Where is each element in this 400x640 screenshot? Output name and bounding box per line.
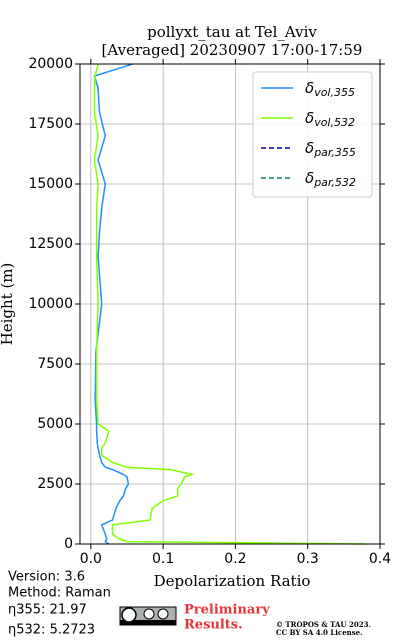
x-tick-label: 0.3 <box>297 551 319 567</box>
annotation: © TROPOS & TAU 2023. <box>276 620 371 629</box>
x-tick-label: 0.2 <box>224 551 246 567</box>
plot-frame <box>79 63 381 545</box>
profile-line <box>93 63 366 545</box>
legend-label: δvol,532 <box>305 109 355 130</box>
y-tick-label: 10000 <box>28 296 73 312</box>
y-tick-label: 15000 <box>28 176 73 192</box>
x-tick-label: 0.0 <box>80 551 102 567</box>
x-tick-label: 0.4 <box>369 551 391 567</box>
cc-icon <box>119 606 177 626</box>
x-axis-label: Depolarization Ratio <box>154 572 311 590</box>
y-tick-label: 20000 <box>28 56 73 72</box>
chart-title: pollyxt_tau at Tel_Aviv <box>147 23 317 41</box>
annotation: Method: Raman <box>8 586 111 601</box>
y-tick-label: 0 <box>64 536 73 552</box>
y-tick-label: 7500 <box>37 356 73 372</box>
annotation: η355: 21.97 <box>8 603 87 618</box>
chart-subtitle: [Averaged] 20230907 17:00-17:59 <box>102 41 363 59</box>
y-tick-label: 5000 <box>37 416 73 432</box>
legend-box <box>252 71 373 198</box>
annotation: Preliminary <box>184 603 270 618</box>
y-tick-label: 12500 <box>28 236 73 252</box>
annotation: Version: 3.6 <box>8 570 85 585</box>
annotation: Results. <box>184 618 243 633</box>
y-tick-label: 2500 <box>37 476 73 492</box>
legend-label: δpar,355 <box>305 139 356 160</box>
legend-label: δpar,532 <box>305 169 356 190</box>
annotation: CC BY SA 4.0 License. <box>276 628 363 637</box>
y-axis-label: Height (m) <box>0 263 16 346</box>
annotation: η532: 5.2723 <box>8 623 95 638</box>
x-tick-label: 0.1 <box>152 551 174 567</box>
legend-label: δvol,355 <box>305 79 355 100</box>
y-tick-label: 17500 <box>28 116 73 132</box>
profile-line <box>93 63 134 545</box>
